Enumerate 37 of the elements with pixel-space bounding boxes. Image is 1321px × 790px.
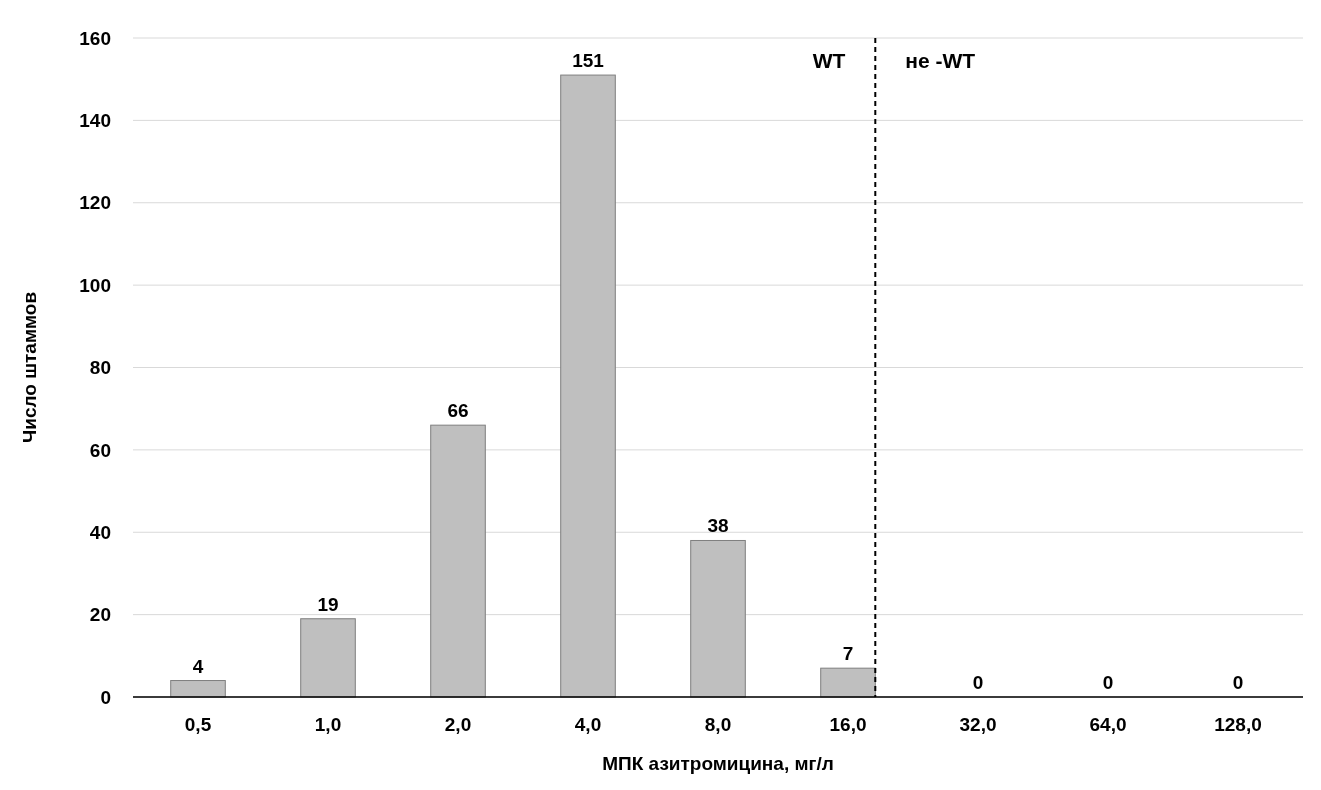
y-tick-label: 140 (79, 110, 111, 132)
x-tick-label: 64,0 (1089, 714, 1127, 735)
x-tick-label: 4,0 (574, 714, 602, 735)
data-label: 0 (972, 672, 984, 693)
bar (820, 667, 876, 698)
data-label: 151 (572, 50, 605, 72)
x-axis-title: МПК азитромицина, мг/л (602, 753, 834, 774)
bar (560, 74, 616, 698)
data-label: 66 (447, 400, 469, 422)
x-tick-label: 32,0 (959, 714, 997, 735)
data-label: 19 (317, 593, 339, 615)
data-label: 4 (192, 655, 204, 677)
y-tick-label: 100 (79, 274, 111, 296)
x-tick-label: 8,0 (704, 714, 732, 735)
bar (170, 680, 226, 698)
bar (300, 618, 356, 698)
x-tick-label: 128,0 (1214, 714, 1262, 735)
y-tick-label: 20 (89, 604, 111, 626)
x-tick-label: 2,0 (444, 714, 472, 735)
x-tick-label: 0,5 (184, 714, 212, 735)
bar (430, 424, 486, 698)
data-label: 7 (842, 643, 854, 665)
y-tick-label: 40 (89, 521, 111, 543)
data-label: 38 (707, 515, 729, 537)
annotation: не -WT (905, 49, 976, 72)
y-axis-title: Число штаммов (19, 291, 40, 444)
y-tick-label: 0 (100, 686, 111, 708)
data-label: 0 (1232, 672, 1244, 693)
bar (690, 539, 746, 698)
x-tick-label: 16,0 (829, 714, 867, 735)
y-tick-label: 60 (89, 439, 111, 461)
annotation: WT (812, 49, 846, 72)
y-tick-label: 80 (89, 357, 111, 379)
x-tick-label: 1,0 (314, 714, 342, 735)
data-label: 0 (1102, 672, 1114, 693)
y-tick-label: 160 (79, 27, 111, 49)
y-tick-label: 120 (79, 192, 111, 214)
